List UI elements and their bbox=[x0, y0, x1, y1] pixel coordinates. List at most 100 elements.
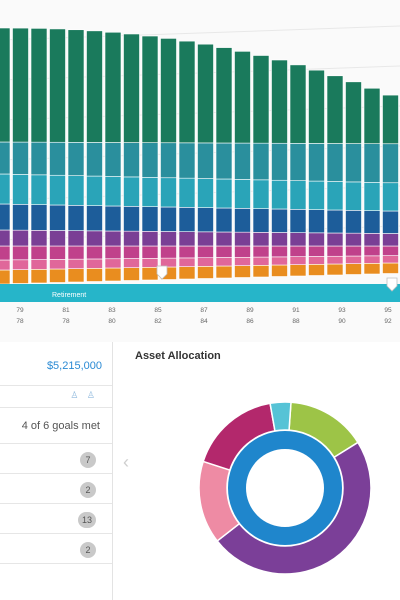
age-tick-label: 95 bbox=[384, 307, 392, 314]
count-row[interactable]: 2 bbox=[0, 474, 112, 504]
chart-bar-segment bbox=[289, 143, 307, 181]
chart-bar-segment bbox=[382, 255, 399, 264]
chart-bar-segment bbox=[123, 267, 140, 281]
chart-bar-segment bbox=[197, 266, 214, 279]
chart-bar-segment bbox=[326, 209, 344, 234]
chart-bar-segment bbox=[345, 210, 362, 234]
allocation-inner-ring[interactable] bbox=[228, 431, 342, 545]
count-badge: 13 bbox=[78, 512, 96, 528]
projection-chart: Retirement 79 81 83 85 87 89 91 93 95 78 78 80 82 84 8… bbox=[0, 25, 400, 325]
projection-chart-svg: Retirement 79 81 83 85 87 89 91 93 95 78 78 80 82 84 8… bbox=[0, 25, 400, 325]
chart-bar-segment bbox=[12, 269, 29, 284]
chart-bar-segment bbox=[104, 258, 122, 269]
panel-divider bbox=[112, 342, 113, 600]
chart-bar-segment bbox=[289, 245, 307, 257]
chart-bar-segment bbox=[123, 206, 140, 232]
chart-bar-segment bbox=[289, 64, 307, 144]
chart-bar-segment bbox=[86, 142, 103, 177]
chart-bar-segment bbox=[308, 256, 325, 265]
chart-bar-segment bbox=[104, 230, 122, 247]
chart-bar-segment bbox=[382, 143, 399, 184]
chart-bar-segment bbox=[67, 175, 85, 206]
chart-bar-segment bbox=[67, 142, 85, 176]
age-tick-label: 78 bbox=[16, 318, 24, 325]
chart-bar-segment bbox=[234, 245, 251, 258]
chart-bar-segment bbox=[382, 182, 399, 212]
count-row[interactable]: 2 bbox=[0, 534, 112, 564]
retirement-marker-icon[interactable] bbox=[386, 277, 398, 292]
chart-bar-segment bbox=[160, 206, 177, 232]
chart-bar-segment bbox=[271, 179, 288, 210]
age-tick-label: 89 bbox=[246, 307, 254, 314]
allocation-outer-segment[interactable] bbox=[216, 441, 372, 575]
chart-bar-segment bbox=[86, 268, 103, 282]
total-value[interactable]: $5,215,000 bbox=[46, 360, 102, 372]
chart-bar-segment bbox=[345, 181, 362, 211]
retirement-label: Retirement bbox=[52, 292, 86, 299]
chart-bar-segment bbox=[252, 256, 270, 266]
chart-bar-segment bbox=[49, 141, 66, 176]
age-tick-label: 93 bbox=[338, 307, 346, 314]
chart-bar-segment bbox=[30, 259, 48, 270]
chart-bar-segment bbox=[30, 141, 48, 176]
chart-bar-segment bbox=[49, 230, 66, 247]
chart-bar-segment bbox=[0, 27, 11, 143]
chart-bar-segment bbox=[308, 245, 325, 257]
chart-bar-segment bbox=[49, 259, 66, 270]
chart-bar-segment bbox=[178, 231, 196, 247]
chart-bar-segment bbox=[0, 229, 11, 247]
chart-bar-segment bbox=[0, 269, 11, 285]
chart-bar-segment bbox=[234, 265, 251, 278]
count-row[interactable]: 7 bbox=[0, 444, 112, 474]
chart-bar-segment bbox=[0, 141, 11, 175]
person-icon[interactable]: ♙ ♙ bbox=[70, 390, 98, 400]
chart-bar-segment bbox=[104, 205, 122, 232]
chart-bar-segment bbox=[49, 28, 66, 143]
chart-bar-segment bbox=[197, 231, 214, 247]
age-tick-label: 80 bbox=[108, 318, 116, 325]
chart-bar-segment bbox=[326, 255, 344, 265]
count-row[interactable]: 13 bbox=[0, 504, 112, 534]
chart-bar-segment bbox=[67, 205, 85, 231]
chart-bar-segment bbox=[178, 257, 196, 267]
chart-bar-segment bbox=[12, 141, 29, 175]
chart-bar-segment bbox=[30, 174, 48, 205]
retirement-band bbox=[0, 284, 400, 302]
chart-bar-segment bbox=[49, 174, 66, 206]
chart-bar-segment bbox=[271, 245, 288, 258]
count-badge: 2 bbox=[80, 542, 96, 558]
chart-bar-segment bbox=[160, 231, 177, 247]
chart-bar-segment bbox=[86, 30, 103, 143]
chart-bar-segment bbox=[345, 263, 362, 275]
chart-bar-segment bbox=[326, 75, 344, 144]
chart-bar-segment bbox=[123, 176, 140, 207]
retirement-marker-icon[interactable] bbox=[156, 265, 168, 280]
chart-bar-segment bbox=[0, 259, 11, 271]
chart-bar-segment bbox=[0, 203, 11, 231]
chevron-left-icon[interactable]: ‹ bbox=[123, 452, 129, 472]
chart-bar-segment bbox=[234, 51, 251, 144]
allocation-outer-segment[interactable] bbox=[269, 401, 292, 432]
chart-bar-segment bbox=[123, 258, 140, 268]
chart-bar-segment bbox=[308, 180, 325, 210]
chart-bar-segment bbox=[215, 207, 233, 233]
age-tick-label: 83 bbox=[108, 307, 116, 314]
chart-bar-segment bbox=[234, 208, 251, 233]
chart-bar-segment bbox=[12, 174, 29, 205]
chart-bar-segment bbox=[123, 230, 140, 247]
age-tick-label: 87 bbox=[200, 307, 208, 314]
chart-bar-segment bbox=[363, 255, 381, 264]
chart-bar-segment bbox=[197, 142, 214, 179]
chart-bar-segment bbox=[289, 209, 307, 233]
chart-bar-segment bbox=[178, 266, 196, 280]
chart-bar-segment bbox=[86, 258, 103, 269]
chart-bar-segment bbox=[308, 264, 325, 276]
chart-bar-segment bbox=[252, 142, 270, 181]
chart-bar-segment bbox=[0, 245, 11, 261]
chart-bar-segment bbox=[345, 255, 362, 264]
chart-bar-segment bbox=[326, 181, 344, 211]
chart-bar-segment bbox=[104, 245, 122, 260]
chart-bar-segment bbox=[363, 210, 381, 234]
chart-bar-segment bbox=[141, 231, 159, 247]
chart-bar-segment bbox=[308, 143, 325, 182]
